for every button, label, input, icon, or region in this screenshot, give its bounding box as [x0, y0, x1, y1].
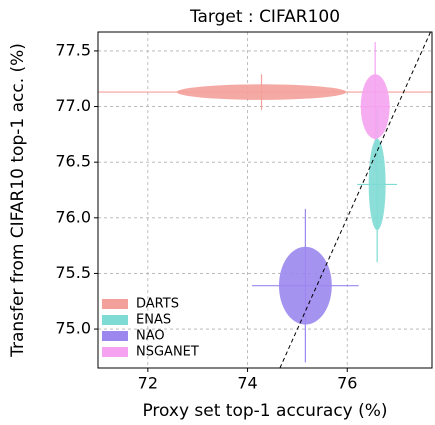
y-tick-label: 75.5 — [55, 263, 91, 282]
x-tick-label: 74 — [237, 374, 257, 393]
x-tick-label: 72 — [138, 374, 158, 393]
legend-label: ENAS — [136, 313, 171, 328]
legend-label: NAO — [136, 329, 165, 344]
y-tick-label: 77.0 — [55, 96, 91, 115]
std-ellipse — [278, 246, 332, 325]
x-axis-label: Proxy set top-1 accuracy (%) — [142, 401, 387, 421]
plot-area — [98, 32, 432, 368]
legend-label: NSGANET — [136, 345, 199, 360]
std-ellipse — [360, 74, 390, 139]
plot-frame — [97, 31, 433, 369]
y-tick-label: 77.5 — [55, 40, 91, 59]
legend-swatch — [102, 315, 128, 325]
legend-swatch — [102, 331, 128, 341]
legend-swatch — [102, 347, 128, 357]
x-tick-label: 76 — [337, 374, 357, 393]
diagonal-line — [279, 32, 431, 368]
legend-swatch — [102, 299, 128, 309]
y-tick-label: 76.0 — [55, 207, 91, 226]
y-axis-label: Transfer from CIFAR10 top-1 acc. (%) — [8, 43, 28, 358]
std-ellipse — [176, 84, 347, 100]
chart-title: Target : CIFAR100 — [189, 7, 340, 27]
y-tick-label: 75.0 — [55, 319, 91, 338]
std-ellipse — [368, 138, 386, 231]
legend-label: DARTS — [136, 297, 179, 312]
y-tick-label: 76.5 — [55, 152, 91, 171]
